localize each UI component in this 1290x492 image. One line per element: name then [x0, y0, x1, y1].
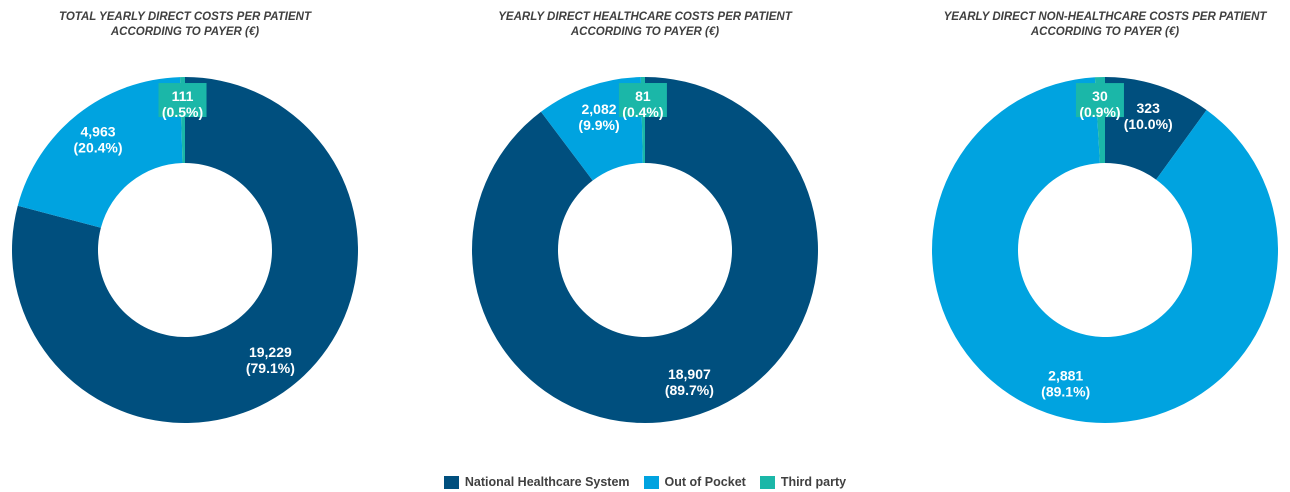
data-label-percent: (89.7%) [665, 382, 714, 398]
data-label-out-of-pocket: 2,881(89.1%) [1041, 367, 1090, 399]
donut-chart-total: 19,229(79.1%) 4,963(20.4%) 111(0.5%) [11, 77, 358, 423]
donut-slice-out-of-pocket [540, 77, 643, 181]
chart-title: YEARLY DIRECT HEALTHCARE COSTS PER PATIE… [445, 10, 845, 40]
legend-item-nhs: National Healthcare System [443, 475, 630, 489]
data-label-third-party: 30(0.9%) [1075, 83, 1124, 120]
chart-legend: National Healthcare System Out of Pocket… [0, 475, 1290, 489]
legend-label-out-of-pocket: Out of Pocket [664, 475, 746, 489]
data-label-value: 81 [635, 88, 651, 104]
chart-title-line1: TOTAL YEARLY DIRECT COSTS PER PATIENT [59, 11, 311, 23]
chart-title: YEARLY DIRECT NON-HEALTHCARE COSTS PER P… [905, 10, 1290, 40]
data-label-third-party: 81(0.4%) [618, 83, 667, 120]
legend-item-out-of-pocket: Out of Pocket [643, 475, 746, 489]
data-label-value: 4,963 [81, 123, 116, 139]
data-label-value: 19,229 [249, 344, 292, 360]
donut-slice-nhs [11, 77, 358, 423]
legend-swatch-third-party [759, 475, 775, 489]
data-label-percent: (10.0%) [1124, 116, 1173, 132]
donut-panel-non-healthcare: YEARLY DIRECT NON-HEALTHCARE COSTS PER P… [905, 0, 1290, 440]
donut-slice-out-of-pocket [932, 77, 1278, 424]
data-label-box [1075, 83, 1124, 118]
data-label-percent: (0.5%) [162, 104, 203, 120]
donut-chart-non-healthcare: 323(10.0%) 2,881(89.1%) 30(0.9%) [932, 77, 1278, 424]
data-label-value: 111 [172, 88, 194, 104]
data-label-percent: (0.4%) [622, 104, 663, 120]
legend-label-nhs: National Healthcare System [464, 475, 630, 489]
data-label-nhs: 18,907(89.7%) [665, 366, 714, 398]
donut-panel-total: TOTAL YEARLY DIRECT COSTS PER PATIENT AC… [0, 0, 385, 440]
data-label-value: 2,881 [1048, 367, 1083, 383]
legend-item-third-party: Third party [759, 475, 847, 489]
data-label-percent: (9.9%) [578, 117, 619, 133]
chart-title-line2: ACCORDING TO PAYER (€) [570, 26, 720, 38]
donut-slice-nhs [472, 77, 818, 423]
donut-chart-healthcare: 18,907(89.7%)2,082(9.9%)81(0.4%) [472, 77, 818, 423]
legend-swatch-out-of-pocket [643, 475, 659, 489]
data-label-percent: (0.9%) [1079, 104, 1120, 120]
data-label-out-of-pocket: 4,963(20.4%) [74, 123, 123, 155]
donut-panel-healthcare: YEARLY DIRECT HEALTHCARE COSTS PER PATIE… [445, 0, 845, 440]
data-label-value: 2,082 [582, 101, 617, 117]
data-label-nhs: 323(10.0%) [1124, 100, 1173, 132]
data-label-value: 30 [1092, 88, 1108, 104]
legend-swatch-nhs [443, 475, 459, 489]
data-label-third-party: 111(0.5%) [158, 83, 207, 120]
chart-title-line2: ACCORDING TO PAYER (€) [1030, 26, 1180, 38]
data-label-value: 323 [1137, 100, 1161, 116]
chart-title-line2: ACCORDING TO PAYER (€) [110, 26, 260, 38]
data-label-value: 18,907 [668, 366, 711, 382]
data-label-box [158, 83, 207, 118]
data-label-percent: (79.1%) [246, 360, 295, 376]
legend-label-third-party: Third party [780, 475, 847, 489]
chart-title-line1: YEARLY DIRECT NON-HEALTHCARE COSTS PER P… [943, 11, 1267, 23]
donut-slice-nhs [1105, 77, 1207, 180]
data-label-out-of-pocket: 2,082(9.9%) [578, 101, 619, 133]
chart-title-line1: YEARLY DIRECT HEALTHCARE COSTS PER PATIE… [498, 11, 792, 23]
data-label-box [618, 83, 667, 118]
data-label-nhs: 19,229(79.1%) [246, 344, 295, 376]
data-label-percent: (20.4%) [74, 139, 123, 155]
donut-slice-out-of-pocket [17, 77, 183, 228]
data-label-percent: (89.1%) [1041, 383, 1090, 399]
chart-title: TOTAL YEARLY DIRECT COSTS PER PATIENT AC… [0, 10, 385, 40]
